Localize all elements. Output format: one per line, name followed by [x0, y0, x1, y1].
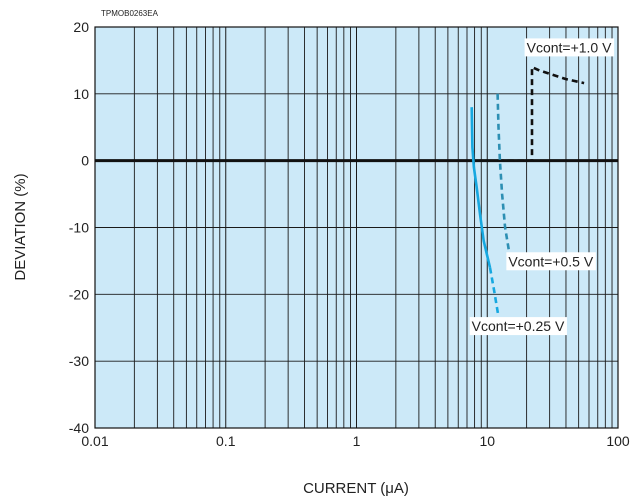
plot-frame: [94, 26, 619, 429]
series-line-2-dashed: [488, 267, 500, 315]
y-tick-label: 0: [81, 153, 89, 169]
series-line-2: [470, 107, 492, 268]
y-tick-label: 10: [73, 86, 89, 102]
y-axis-title: DEVIATION (%): [12, 173, 29, 280]
series-annotation-2: Vcont=+0.25 V: [472, 318, 565, 334]
series-lines: Vcont=+1.0 V Vcont=+0.5 V Vcont=+0.25 V: [469, 38, 615, 336]
series-annotation-bg: [506, 252, 596, 271]
series-annotation-0: Vcont=+1.0 V: [527, 39, 613, 55]
figure-code-label: TPMOB0263EA: [101, 9, 159, 18]
series-annotation-bg: [524, 38, 615, 57]
series-annotation-1: Vcont=+0.5 V: [508, 253, 594, 269]
y-tick-label: -40: [69, 420, 89, 436]
y-tick-label: -20: [69, 286, 89, 302]
y-tick-label: 20: [73, 19, 89, 35]
x-tick-label: 0.1: [216, 433, 236, 449]
x-tick-label: 1: [353, 433, 361, 449]
y-tick-label: -10: [69, 220, 89, 236]
x-tick-label: 10: [479, 433, 495, 449]
series-annotation-bg: [469, 317, 567, 336]
series-line-1: [496, 93, 511, 255]
x-tick-label: 0.01: [81, 433, 108, 449]
y-tick-label: -30: [69, 353, 89, 369]
x-axis-title: CURRENT (μA): [303, 480, 409, 497]
x-tick-label: 100: [606, 433, 630, 449]
